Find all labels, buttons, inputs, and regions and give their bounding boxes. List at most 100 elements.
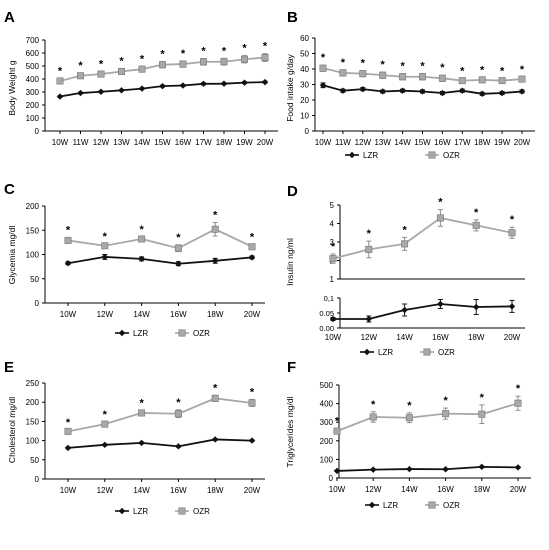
lzr-data-point <box>138 85 146 92</box>
x-tick-label: 14W <box>394 138 411 147</box>
ozr-data-point <box>329 255 337 263</box>
ozr-data-point <box>458 77 466 85</box>
lzr-data-point <box>406 465 413 473</box>
x-tick-label: 16W <box>437 485 454 494</box>
y-tick-label: 300 <box>320 418 334 427</box>
ozr-data-point <box>138 65 146 73</box>
y-tick-label: 10 <box>300 112 309 121</box>
significance-asterisk: * <box>139 398 144 410</box>
ozr-data-point <box>472 221 480 229</box>
significance-asterisk: * <box>321 52 326 64</box>
ozr-data-point <box>56 77 64 85</box>
ozr-data-point <box>174 410 182 418</box>
lzr-data-point <box>101 253 108 261</box>
lzr-data-point <box>220 80 228 87</box>
ozr-data-point <box>248 399 256 407</box>
significance-asterisk: * <box>341 57 346 69</box>
significance-asterisk: * <box>516 383 521 395</box>
y-tick-label: 200 <box>26 398 40 407</box>
ozr-data-point <box>159 61 167 69</box>
significance-asterisk: * <box>407 400 412 412</box>
lzr-data-point <box>365 315 372 323</box>
y-tick-label: 200 <box>320 437 334 446</box>
ozr-data-point <box>436 214 444 222</box>
significance-asterisk: * <box>381 59 386 71</box>
x-tick-label: 20W <box>244 310 261 319</box>
y-tick-label: 3 <box>330 238 335 247</box>
ozr-data-point <box>64 236 72 244</box>
ozr-data-point <box>478 76 486 84</box>
x-tick-label: 15W <box>414 138 431 147</box>
lzr-data-point <box>118 87 125 94</box>
lzr-data-point <box>175 260 182 267</box>
lzr-data-point <box>333 467 341 475</box>
significance-asterisk: * <box>438 197 443 209</box>
significance-asterisk: * <box>250 387 255 399</box>
significance-asterisk: * <box>480 392 485 404</box>
y-tick-label: 100 <box>26 114 40 123</box>
y-tick-label: 0 <box>329 474 334 483</box>
legend-ozr-marker <box>428 501 436 509</box>
y-tick-label: 400 <box>320 400 334 409</box>
legend-lzr-marker <box>118 329 126 337</box>
legend-label-ozr: OZR <box>443 501 460 510</box>
lzr-data-point <box>379 88 386 95</box>
x-tick-label: 16W <box>434 138 451 147</box>
legend-label-ozr: OZR <box>443 151 460 160</box>
legend-label-lzr: LZR <box>133 329 148 338</box>
significance-asterisk: * <box>402 224 407 236</box>
significance-asterisk: * <box>250 231 255 243</box>
significance-asterisk: * <box>440 62 445 74</box>
ozr-data-point <box>261 54 269 62</box>
legend-lzr-marker <box>348 151 356 159</box>
legend-label-ozr: OZR <box>438 348 455 357</box>
lzr-data-point <box>439 89 446 97</box>
panel-letter: D <box>287 183 298 200</box>
lzr-data-point <box>498 89 506 97</box>
ozr-data-point <box>333 427 341 435</box>
panel-letter: B <box>287 9 298 26</box>
x-tick-label: 18W <box>216 138 233 147</box>
ozr-data-point <box>405 414 413 422</box>
significance-asterisk: * <box>500 65 505 77</box>
lzr-data-point <box>459 87 466 94</box>
legend-ozr-marker <box>428 151 436 159</box>
significance-asterisk: * <box>119 56 124 68</box>
lzr-data-point <box>478 463 485 471</box>
x-tick-label: 10W <box>329 485 346 494</box>
x-tick-label: 20W <box>510 485 527 494</box>
x-tick-label: 10W <box>60 310 77 319</box>
ozr-series-line <box>332 216 513 260</box>
y-tick-label: 600 <box>26 49 40 58</box>
lzr-data-point <box>179 82 187 89</box>
legend-label-lzr: LZR <box>133 507 148 516</box>
ozr-data-point <box>339 69 347 77</box>
x-tick-label: 18W <box>207 310 224 319</box>
panel-c: C Glycemia mg/dl 0 50 100 150 200 10W 12W 14W 16W 1… <box>4 181 265 338</box>
x-tick-label: 10W <box>60 486 77 495</box>
lzr-data-point <box>508 303 516 310</box>
y-axis-label: Triglycerides mg/dl <box>285 396 295 467</box>
ozr-data-point <box>369 413 377 421</box>
significance-asterisk: * <box>361 58 366 70</box>
lzr-data-point <box>399 87 406 94</box>
lzr-data-point <box>138 255 145 263</box>
y-tick-label: 0.05 <box>319 309 334 318</box>
x-tick-label: 14W <box>133 310 150 319</box>
x-tick-label: 20W <box>504 333 521 342</box>
x-tick-label: 16W <box>432 333 449 342</box>
x-tick-label: 10W <box>315 138 332 147</box>
significance-asterisk: * <box>139 224 144 236</box>
y-tick-label: 50 <box>30 456 39 465</box>
significance-asterisk: * <box>99 58 104 70</box>
x-tick-label: 15W <box>154 138 171 147</box>
x-tick-label: 18W <box>474 138 491 147</box>
x-tick-label: 10W <box>325 333 342 342</box>
y-axis-label: Food intake g/day <box>285 53 295 121</box>
y-tick-label: 50 <box>300 50 309 59</box>
lzr-series-line <box>333 303 513 320</box>
x-tick-label: 13W <box>113 138 130 147</box>
y-tick-label: 0 <box>305 127 310 136</box>
panel-letter: E <box>4 359 14 376</box>
